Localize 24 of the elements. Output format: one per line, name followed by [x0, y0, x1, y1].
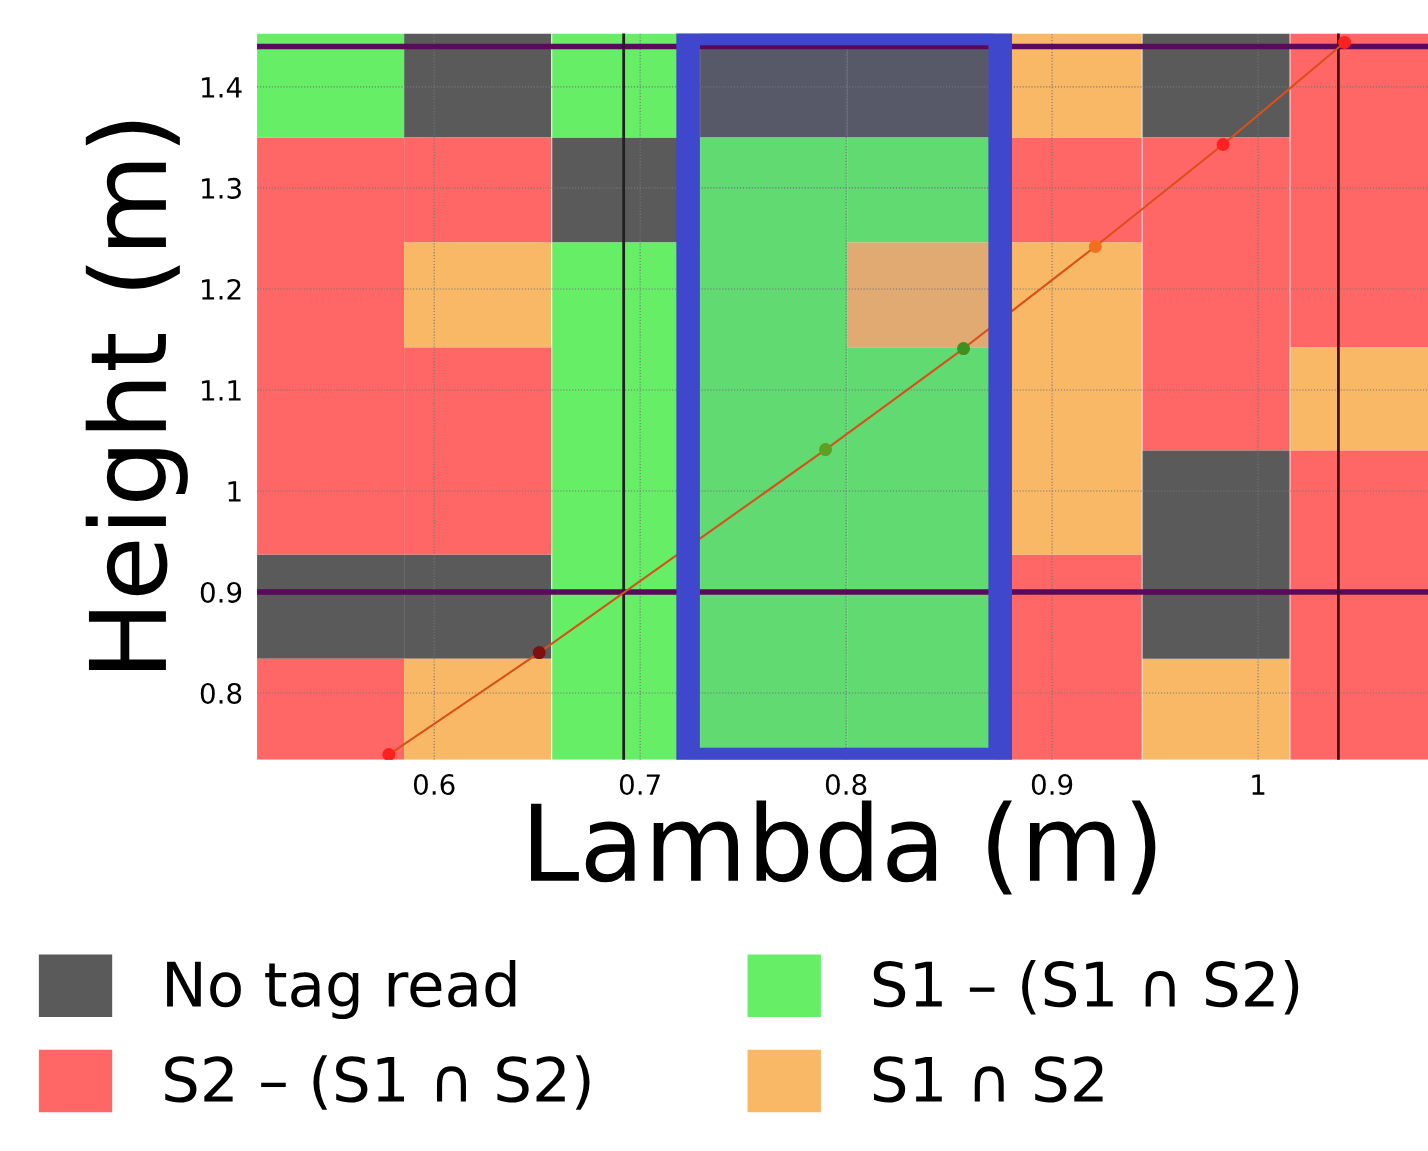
y-tick-label: 0.9 [200, 581, 242, 603]
bar [257, 33, 405, 138]
x-tick-label: 0.8 [825, 774, 867, 796]
x-axis-title: Lambda (m) [531, 800, 1156, 895]
legend-label: S1 – (S1 ∩ S2) [873, 960, 1299, 1015]
x-tick-label: 0.9 [1031, 774, 1073, 796]
bar [404, 658, 552, 760]
bar [1142, 658, 1290, 760]
y-tick-label: 0.8 [200, 682, 242, 704]
legend-label: S2 – (S1 ∩ S2) [165, 1055, 590, 1110]
x-tick-label: 1 [1252, 774, 1265, 795]
legend-label: No tag read [167, 959, 516, 1020]
x-tick-label: 0.6 [413, 774, 455, 796]
y-tick-label: 1.1 [202, 380, 241, 401]
y-tick-label: 1 [228, 481, 241, 502]
y-tick-label: 1.2 [202, 278, 241, 300]
bar [404, 242, 552, 348]
y-axis-title: Height (m) [85, 121, 188, 670]
x-tick-label: 0.7 [619, 774, 660, 796]
bar [257, 658, 405, 760]
y-tick-label: 1.4 [202, 77, 242, 98]
legend-label: S1 ∩ S2 [873, 1056, 1103, 1103]
bar [404, 33, 552, 138]
y-tick-label: 1.3 [202, 177, 241, 199]
